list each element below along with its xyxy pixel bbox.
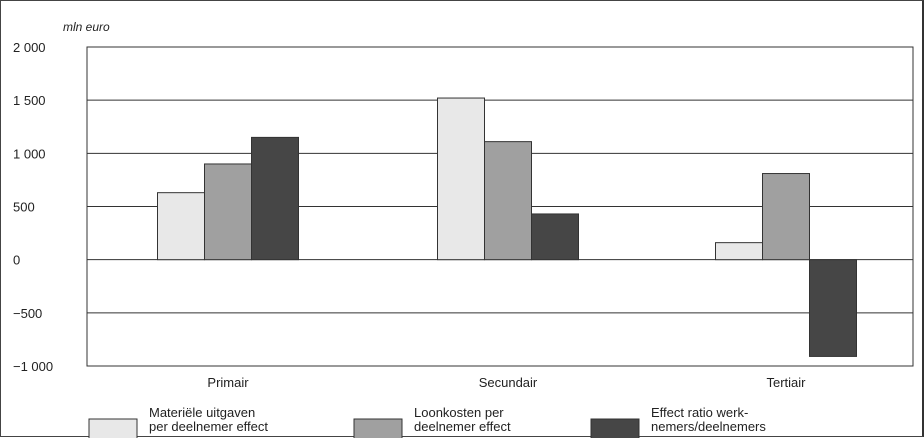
bar [531,213,579,261]
legend-swatch [88,418,138,438]
legend-label: per deelnemer effect [149,419,268,434]
y-tick-label: −1 000 [13,359,53,374]
legend-swatch [353,418,403,438]
legend-label: Effect ratio werk- [651,405,748,420]
bar [762,173,810,261]
y-tick-label: 0 [13,253,20,268]
y-tick-label: 2 000 [13,40,46,55]
bar [204,163,252,261]
y-tick-label: 1 000 [13,146,46,161]
legend-label: nemers/deelnemers [651,419,766,434]
bar [251,136,299,261]
axis-layer: −1 000 −500 0 500 1 000 1 500 2 000 Primair Secu… [13,40,806,390]
y-tick-label: −500 [13,306,42,321]
bar [484,141,532,261]
bars-layer [157,97,857,357]
bar [437,97,485,261]
legend-label: Materiële uitgaven [149,405,255,420]
legend-label: deelnemer effect [414,419,511,434]
bar [715,242,763,261]
y-tick-label: 1 500 [13,93,46,108]
legend-label: Loonkosten per [414,405,504,420]
x-category-label: Tertiair [766,375,806,390]
bar [809,259,857,357]
x-category-label: Primair [207,375,249,390]
y-unit-label: mln euro [63,20,110,34]
y-tick-label: 500 [13,200,35,215]
bar [157,192,205,261]
x-category-label: Secundair [479,375,538,390]
legend-swatch [590,418,640,438]
